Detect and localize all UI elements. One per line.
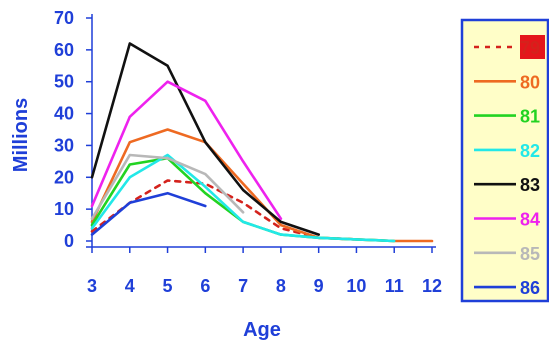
legend-label-82: 82 — [520, 141, 540, 161]
y-tick-label: 40 — [54, 104, 74, 124]
y-tick-label: 20 — [54, 167, 74, 187]
legend-box — [460, 18, 549, 303]
y-tick-label: 30 — [54, 135, 74, 155]
axes — [86, 14, 436, 253]
x-tick-label: 5 — [163, 276, 173, 296]
x-tick-label: 11 — [385, 276, 404, 296]
series-line-79 — [90, 179, 358, 241]
y-tick-label: 0 — [64, 231, 74, 251]
y-tick-label: 50 — [54, 72, 74, 92]
legend-label-85: 85 — [520, 244, 540, 264]
series-line-86 — [90, 191, 207, 236]
legend-label-86: 86 — [520, 278, 540, 298]
series-line-83 — [90, 42, 320, 236]
series-line-80 — [90, 128, 434, 243]
y-tick-label: 70 — [54, 8, 74, 28]
x-tick-label: 8 — [276, 276, 286, 296]
tick-labels: 0 10 20 30 40 50 60 70 3 4 5 6 7 8 9 10 11 12 — [54, 8, 442, 296]
x-tick-label: 4 — [125, 276, 135, 296]
legend-highlight — [520, 35, 545, 59]
legend-label-81: 81 — [520, 107, 540, 127]
series-layer — [90, 42, 434, 243]
legend-label-84: 84 — [520, 210, 540, 230]
x-tick-label: 9 — [314, 276, 324, 296]
y-tick-label: 60 — [54, 40, 74, 60]
y-tick-label: 10 — [54, 199, 74, 219]
x-axis-title: Age — [243, 319, 281, 341]
y-axis-title: Millions — [10, 98, 32, 172]
series-line-85 — [90, 153, 245, 220]
legend-label-80: 80 — [520, 72, 540, 92]
x-tick-label: 7 — [238, 276, 248, 296]
legend-label-79: 79 — [520, 38, 540, 58]
legend: 79 80 81 82 83 84 85 86 — [460, 18, 549, 303]
legend-label-83: 83 — [520, 175, 540, 195]
x-tick-label: 12 — [422, 276, 442, 296]
series-line-82 — [90, 153, 396, 243]
x-tick-label: 3 — [87, 276, 97, 296]
x-tick-label: 10 — [346, 276, 366, 296]
series-line-84 — [90, 80, 283, 220]
x-tick-label: 6 — [200, 276, 210, 296]
